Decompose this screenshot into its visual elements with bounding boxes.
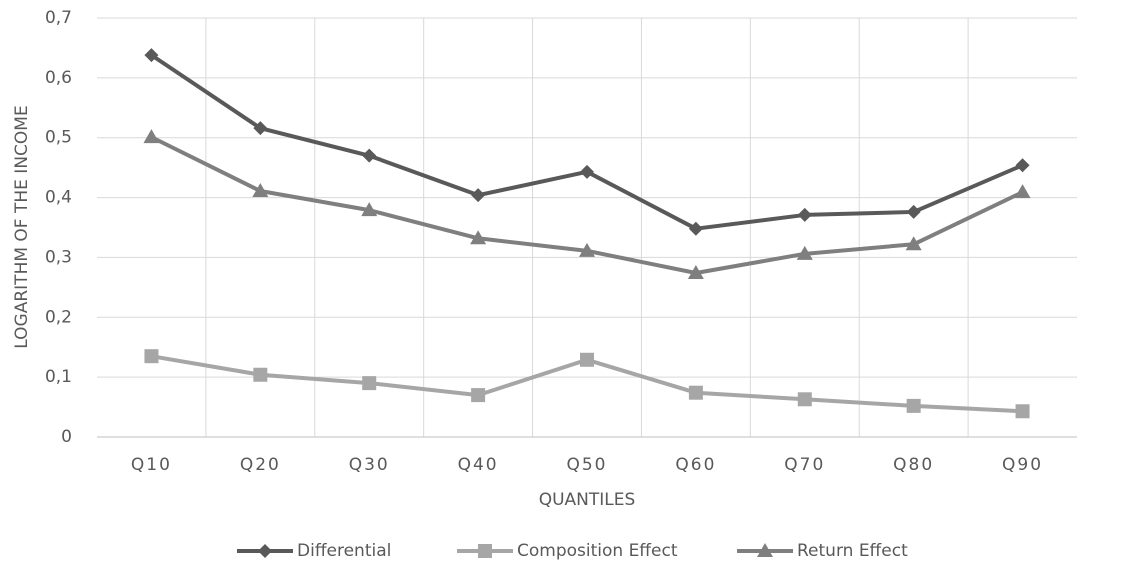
x-tick-label: Q20 [240,455,281,475]
x-tick-label: Q70 [784,455,825,475]
data-point [253,367,268,382]
y-tick-label: 0,7 [45,8,72,28]
data-point [906,398,921,413]
x-tick-label: Q90 [1002,455,1043,475]
y-tick-label: 0,4 [45,188,72,208]
data-point [143,129,160,144]
data-point [688,221,703,236]
data-point [471,188,486,203]
data-point [362,148,377,163]
y-axis-label: LOGARITHM OF THE INCOME [12,105,32,348]
data-point [688,385,703,400]
data-point [906,204,921,219]
x-tick-label: Q50 [566,455,607,475]
y-tick-label: 0,1 [45,367,72,387]
data-point [580,352,594,367]
data-point [797,207,812,222]
data-point [797,392,812,407]
y-tick-label: 0,5 [45,128,72,148]
x-tick-label: Q10 [131,455,172,475]
data-point [362,376,377,391]
x-axis-label: QUANTILES [539,490,636,510]
y-tick-label: 0 [61,427,72,447]
legend-marker [258,544,272,558]
data-point [252,182,269,197]
legend-label: Composition Effect [517,541,678,561]
data-point [905,236,922,251]
series-line [150,53,1024,231]
data-point [144,349,159,364]
data-point [1014,184,1031,199]
data-point [144,48,159,63]
y-tick-label: 0,2 [45,307,72,327]
data-point [579,242,595,257]
legend-marker [478,544,492,558]
data-point [253,121,268,136]
data-point [796,245,813,260]
data-point [687,264,704,279]
legend-marker [757,543,773,557]
data-point [580,164,594,179]
x-tick-label: Q40 [458,455,499,475]
x-tick-label: Q60 [675,455,716,475]
legend-label: Differential [297,541,391,561]
data-point [361,202,378,217]
y-tick-label: 0,3 [45,247,72,267]
data-point [471,388,486,403]
y-tick-label: 0,6 [45,68,72,88]
x-tick-label: Q80 [893,455,934,475]
x-tick-label: Q30 [349,455,390,475]
data-point [470,230,487,245]
data-point [1015,158,1030,173]
data-point [1015,404,1030,419]
legend-label: Return Effect [797,541,908,561]
